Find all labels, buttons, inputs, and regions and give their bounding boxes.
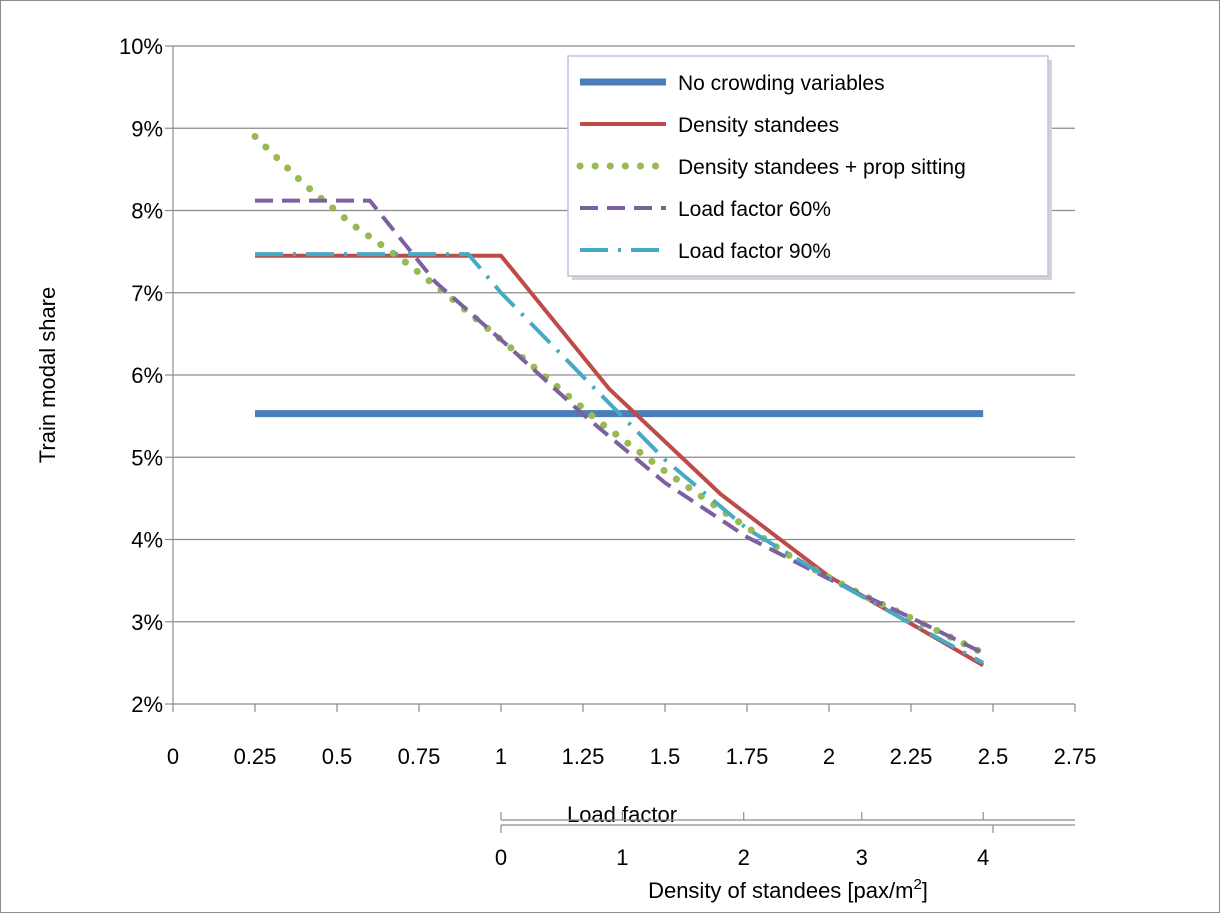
density-title-suffix: ] [922, 878, 928, 903]
y-axis-title: Train modal share [35, 287, 60, 463]
y-tick-label: 4% [131, 528, 163, 553]
y-tick-label: 10% [119, 34, 163, 59]
y-tick-label: 3% [131, 610, 163, 635]
density-tick-label: 1 [616, 845, 628, 870]
density-axis-title: Density of standees [pax/m2] [648, 876, 928, 903]
legend-label-4: Load factor 60% [678, 198, 831, 221]
density-tick-label: 2 [738, 845, 750, 870]
density-title-superscript: 2 [913, 876, 921, 893]
y-tick-label: 7% [131, 281, 163, 306]
x-tick-label: 1.25 [562, 744, 605, 769]
series [251, 132, 987, 668]
x-tick-label: 2.5 [978, 744, 1009, 769]
x-tick-label: 0 [167, 744, 179, 769]
x-tick-label: 0.25 [234, 744, 277, 769]
legend: No crowding variables Density standees Den… [567, 55, 1052, 280]
x-tick-label: 2 [823, 744, 835, 769]
density-title-text: Density of standees [pax/m [648, 878, 913, 903]
x-tick-label: 2.75 [1054, 744, 1097, 769]
y-tick-label: 6% [131, 363, 163, 388]
legend-box [567, 55, 1049, 277]
legend-label-2: Density standees [678, 114, 839, 137]
density-tick-label: 3 [856, 845, 868, 870]
x-tick-label: 0.75 [398, 744, 441, 769]
x-tick-label: 1.75 [726, 744, 769, 769]
y-tick-label: 9% [131, 116, 163, 141]
secondary-axis-load-factor [500, 824, 1075, 833]
x-tick-label: 2.25 [890, 744, 933, 769]
density-tick-label: 4 [977, 845, 989, 870]
y-tick-label: 5% [131, 445, 163, 470]
y-tick-labels: 2% 3% 4% 5% 6% 7% 8% 9% 10% [119, 34, 163, 717]
legend-label-1: No crowding variables [678, 72, 885, 95]
y-tick-label: 8% [131, 199, 163, 224]
axes [172, 46, 1075, 705]
legend-label-5: Load factor 90% [678, 240, 831, 263]
legend-label-3: Density standees + prop sitting [678, 156, 966, 179]
x-tick-label: 1 [495, 744, 507, 769]
series-line-5 [255, 252, 985, 665]
x-tick-label: 0.5 [322, 744, 353, 769]
y-tick-label: 2% [131, 692, 163, 717]
legend-items: No crowding variables Density standees Den… [576, 72, 966, 263]
density-tick-label: 0 [495, 845, 507, 870]
series-line-4 [255, 198, 985, 655]
x-tick-labels: 0 0.25 0.5 0.75 1 1.25 1.5 1.75 2 2.25 2.5 2.75 [167, 744, 1097, 769]
x-tick-label: 1.5 [650, 744, 681, 769]
secondary-axis-density: 0 1 2 3 4 [495, 812, 1075, 870]
